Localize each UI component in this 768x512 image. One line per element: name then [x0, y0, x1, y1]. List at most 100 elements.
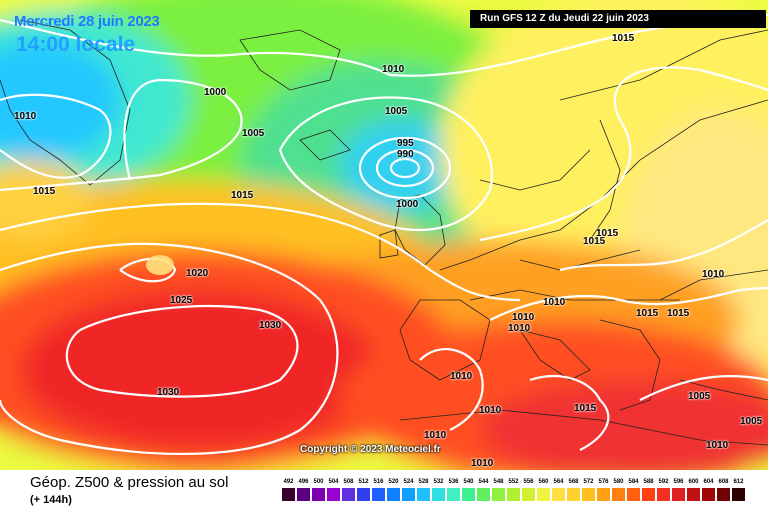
legend-swatch: [372, 488, 385, 501]
legend-swatch: [582, 488, 595, 501]
legend-label: 516: [373, 479, 384, 485]
legend-swatch: [732, 488, 745, 501]
legend-label: 556: [523, 479, 534, 485]
copyright: Copyright © 2023 Meteociel.fr: [300, 444, 441, 455]
weather-map: Mercredi 28 juin 2023 14:00 locale Run G…: [0, 0, 768, 470]
high-center: [146, 255, 174, 275]
valid-time: 14:00 locale: [16, 33, 136, 56]
legend-swatch: [492, 488, 505, 501]
isobar-label: 1015: [583, 236, 606, 247]
isobar-label: 1000: [204, 87, 227, 98]
map-canvas: [0, 0, 768, 470]
legend-swatch: [687, 488, 700, 501]
isobar-label: 1015: [574, 403, 597, 414]
valid-date: Mercredi 28 juin 2023: [14, 13, 160, 30]
legend-label: 504: [328, 479, 339, 485]
parameter-title: Géop. Z500 & pression au sol: [30, 474, 229, 491]
isobar-label: 1005: [385, 106, 408, 117]
isobars: [0, 13, 768, 456]
legend-swatch: [312, 488, 325, 501]
legend-swatch: [567, 488, 580, 501]
isobar-label: 990: [397, 149, 414, 160]
isobar-label: 1015: [667, 308, 690, 319]
forecast-step: (+ 144h): [30, 494, 72, 506]
isobar-label: 1010: [450, 371, 473, 382]
legend-swatch: [447, 488, 460, 501]
legend-label: 560: [538, 479, 549, 485]
legend-swatch: [462, 488, 475, 501]
legend-label: 492: [283, 479, 294, 485]
legend-label: 528: [418, 479, 429, 485]
legend-label: 564: [553, 479, 564, 485]
legend-swatch: [477, 488, 490, 501]
legend-label: 500: [313, 479, 324, 485]
legend-swatch: [627, 488, 640, 501]
isobar-label: 1010: [508, 323, 531, 334]
legend-swatch: [327, 488, 340, 501]
color-legend: 492 496 500 504 508 512 516 520 524 528 532 536 540 5…: [282, 479, 752, 509]
legend-swatch: [597, 488, 610, 501]
legend-swatch: [702, 488, 715, 501]
legend-swatch: [612, 488, 625, 501]
isobar-label: 1010: [479, 405, 502, 416]
isobar-label: 1030: [259, 320, 282, 331]
legend-swatch: [342, 488, 355, 501]
isobar-label: 1010: [706, 440, 729, 451]
legend-swatch: [642, 488, 655, 501]
legend-label: 588: [643, 479, 654, 485]
legend-swatch: [672, 488, 685, 501]
legend-label: 532: [433, 479, 444, 485]
isobar-label: 1005: [242, 128, 265, 139]
legend-label: 508: [343, 479, 354, 485]
legend-label: 520: [388, 479, 399, 485]
legend-swatch: [387, 488, 400, 501]
legend-label: 608: [718, 479, 729, 485]
legend-label: 592: [658, 479, 669, 485]
legend-label: 568: [568, 479, 579, 485]
isobar-label: 1000: [396, 199, 419, 210]
coastlines: [0, 19, 768, 446]
legend-swatch: [552, 488, 565, 501]
legend-swatch: [717, 488, 730, 501]
legend-label: 548: [493, 479, 504, 485]
isobar-label: 1015: [33, 186, 56, 197]
isobar-label: 1010: [471, 458, 494, 469]
isobar-label: 1030: [157, 387, 180, 398]
legend-label: 576: [598, 479, 609, 485]
legend-label: 536: [448, 479, 459, 485]
legend-label: 552: [508, 479, 519, 485]
legend-label: 540: [463, 479, 474, 485]
legend-label: 600: [688, 479, 699, 485]
isobar-label: 995: [397, 138, 414, 149]
isobar-label: 1010: [14, 111, 37, 122]
legend-label: 604: [703, 479, 714, 485]
legend-label: 572: [583, 479, 594, 485]
legend-swatch: [432, 488, 445, 501]
legend-label: 584: [628, 479, 639, 485]
isobar-label: 1010: [543, 297, 566, 308]
legend-swatch: [357, 488, 370, 501]
isobar-label: 1015: [596, 228, 619, 239]
legend-label: 612: [733, 479, 744, 485]
isobar-label: 1015: [231, 190, 254, 201]
legend-swatch: [657, 488, 670, 501]
isobar-label: 1020: [186, 268, 209, 279]
legend-label: 580: [613, 479, 624, 485]
legend-label: 544: [478, 479, 489, 485]
isobar-label: 1015: [636, 308, 659, 319]
legend-label: 524: [403, 479, 414, 485]
isobar-label: 1015: [612, 33, 635, 44]
legend-swatch: [282, 488, 295, 501]
legend-label: 512: [358, 479, 369, 485]
isobar-label: 1005: [740, 416, 763, 427]
legend-label: 596: [673, 479, 684, 485]
legend-label: 496: [298, 479, 309, 485]
isobar-label: 1010: [512, 312, 535, 323]
footer: Géop. Z500 & pression au sol (+ 144h) 49…: [0, 470, 768, 512]
legend-swatch: [402, 488, 415, 501]
isobar-label: 1010: [424, 430, 447, 441]
legend-swatch: [537, 488, 550, 501]
legend-swatch: [417, 488, 430, 501]
geopotential-color-field: [0, 0, 768, 470]
isobar-label: 1005: [688, 391, 711, 402]
